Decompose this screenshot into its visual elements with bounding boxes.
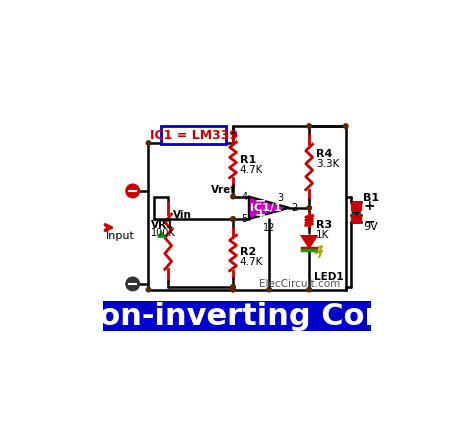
Text: B1: B1: [363, 193, 379, 203]
Text: −: −: [255, 193, 266, 208]
Circle shape: [307, 206, 311, 210]
FancyBboxPatch shape: [351, 202, 361, 210]
Text: 12: 12: [263, 223, 275, 233]
Text: Input: Input: [106, 231, 135, 241]
Text: +: +: [363, 199, 375, 213]
Circle shape: [267, 287, 272, 292]
Text: 3: 3: [277, 193, 283, 203]
Text: R2: R2: [240, 247, 256, 256]
FancyBboxPatch shape: [162, 126, 226, 144]
Text: R1: R1: [240, 155, 256, 165]
Text: ElecCircuit.com: ElecCircuit.com: [259, 279, 340, 289]
Circle shape: [231, 217, 235, 221]
Text: 4: 4: [241, 192, 247, 202]
Polygon shape: [302, 236, 317, 247]
Circle shape: [231, 194, 235, 199]
Circle shape: [231, 285, 235, 289]
Text: 4.7K: 4.7K: [240, 257, 263, 266]
Circle shape: [231, 287, 235, 292]
Text: 9V: 9V: [363, 222, 378, 232]
Text: LED1: LED1: [314, 272, 343, 282]
Text: 2: 2: [291, 203, 297, 213]
Text: 3.3K: 3.3K: [316, 159, 339, 170]
Text: 1K: 1K: [316, 230, 329, 240]
Circle shape: [146, 287, 151, 292]
Circle shape: [126, 184, 139, 198]
Text: Vref: Vref: [210, 185, 236, 195]
Text: 100K: 100K: [151, 228, 176, 238]
Circle shape: [307, 287, 311, 292]
Text: IC1 = LM339: IC1 = LM339: [150, 129, 237, 142]
Text: 5: 5: [241, 214, 247, 224]
FancyBboxPatch shape: [103, 302, 371, 331]
Text: LM339 Non-inverting Compatator: LM339 Non-inverting Compatator: [0, 302, 474, 331]
Text: VR1: VR1: [151, 220, 174, 230]
Text: R4: R4: [316, 149, 332, 159]
Circle shape: [344, 124, 348, 128]
Text: IC1/1: IC1/1: [250, 203, 282, 213]
FancyBboxPatch shape: [351, 214, 361, 222]
Text: 4.7K: 4.7K: [240, 165, 263, 175]
Circle shape: [231, 217, 235, 221]
Circle shape: [126, 277, 139, 291]
Circle shape: [146, 141, 151, 145]
Text: R3: R3: [316, 220, 332, 230]
Text: −: −: [363, 214, 375, 228]
Text: +: +: [255, 208, 266, 222]
Polygon shape: [249, 197, 290, 219]
Text: Vin: Vin: [173, 210, 191, 220]
Circle shape: [307, 124, 311, 128]
Circle shape: [231, 287, 235, 292]
